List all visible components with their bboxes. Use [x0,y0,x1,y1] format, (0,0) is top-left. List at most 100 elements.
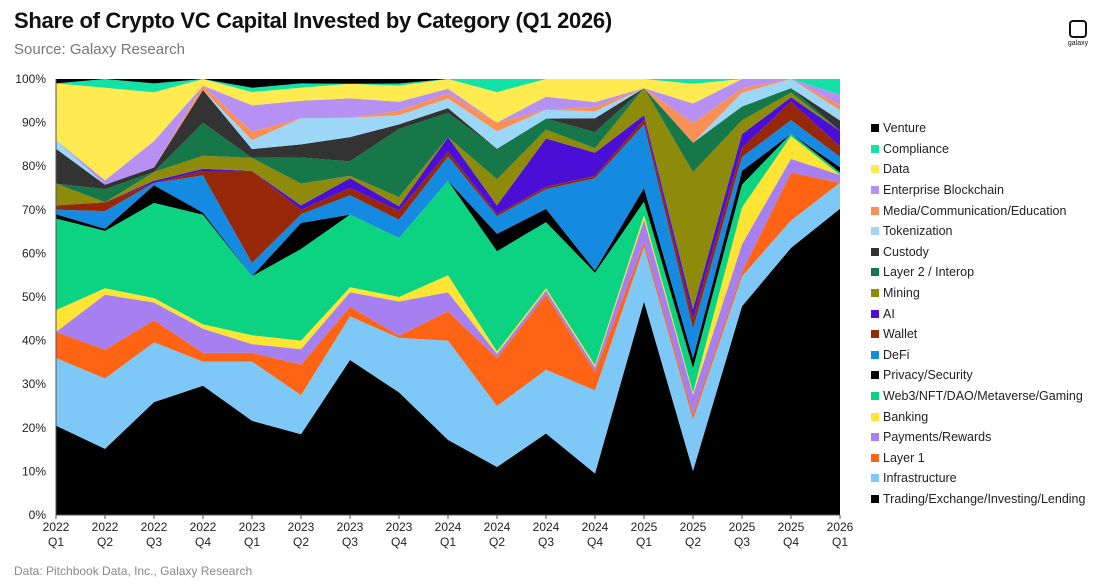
y-tick-label: 80% [22,159,46,173]
area-defi [56,120,840,359]
legend-item: Venture [871,118,1096,139]
legend-item: Mining [871,283,1096,304]
x-tick-label: Q1 [440,535,456,549]
legend-swatch [871,371,879,380]
legend-swatch [871,186,879,195]
galaxy-logo-icon [1069,20,1087,38]
area-infrastructure [56,182,840,474]
x-tick-label: 2024 [435,520,462,534]
legend-label: Media/Communication/Education [883,203,1067,218]
legend-label: DeFi [883,347,910,362]
legend-item: Compliance [871,139,1096,160]
x-tick-label: 2023 [337,520,364,534]
legend-label: Data [883,162,910,177]
legend-item: Banking [871,406,1096,427]
area-data [56,79,840,181]
x-tick-label: 2022 [92,520,119,534]
y-tick-label: 100% [15,72,46,86]
y-tick-label: 10% [22,464,46,478]
legend-swatch [871,206,879,215]
area-custody [56,88,840,190]
legend-label: Tokenization [883,224,953,239]
area-enterprise-blockchain [56,79,840,185]
y-tick-label: 90% [22,116,46,130]
legend-swatch [871,247,879,256]
legend-item: Wallet [871,324,1096,345]
area-web3-nft-dao-metaverse-gaming [56,133,840,393]
x-tick-label: 2025 [778,520,805,534]
legend-item: Data [871,159,1096,180]
legend-item: AI [871,303,1096,324]
legend-item: Privacy/Security [871,365,1096,386]
legend-swatch [871,227,879,236]
y-tick-label: 50% [22,290,46,304]
legend-swatch [871,165,879,174]
legend-item: Layer 1 [871,448,1096,469]
legend-label: AI [883,306,895,321]
legend-label: Banking [883,409,929,424]
legend-swatch [871,412,879,421]
x-tick-label: Q2 [685,535,701,549]
chart-legend: Venture Compliance Data Enterprise Blockcha… [871,118,1096,509]
x-tick-label: Q4 [587,535,603,549]
x-tick-label: Q1 [636,535,652,549]
area-mining [56,88,840,310]
stacked-area-chart: 0%10%20%30%40%50%60%70%80%90%100%2022Q12… [15,72,853,549]
data-footnote: Data: Pitchbook Data, Inc., Galaxy Resea… [14,564,253,578]
x-tick-label: Q1 [832,535,848,549]
y-tick-label: 30% [22,377,46,391]
legend-label: Privacy/Security [883,368,973,383]
legend-swatch [871,350,879,359]
legend-swatch [871,289,879,298]
legend-label: Layer 1 [883,450,925,465]
y-tick-label: 70% [22,203,46,217]
x-tick-label: 2022 [190,520,217,534]
x-tick-label: 2023 [386,520,413,534]
legend-swatch [871,474,879,483]
legend-item: Payments/Rewards [871,427,1096,448]
area-compliance [56,79,840,95]
y-tick-label: 60% [22,246,46,260]
legend-item: Media/Communication/Education [871,200,1096,221]
legend-item: DeFi [871,345,1096,366]
legend-label: Enterprise Blockchain [883,183,1004,198]
chart-title: Share of Crypto VC Capital Invested by C… [14,8,612,33]
x-tick-label: 2022 [43,520,70,534]
x-tick-label: Q2 [293,535,309,549]
galaxy-logo: galaxy [1066,20,1090,47]
legend-swatch [871,309,879,318]
legend-swatch [871,124,879,133]
x-tick-label: 2025 [729,520,756,534]
y-tick-label: 0% [29,508,47,522]
x-tick-label: Q1 [48,535,64,549]
chart-subtitle: Source: Galaxy Research [14,41,185,58]
legend-item: Web3/NFT/DAO/Metaverse/Gaming [871,386,1096,407]
legend-swatch [871,392,879,401]
area-layer-2-interop [56,88,840,203]
legend-label: Compliance [883,141,950,156]
galaxy-logo-text: galaxy [1067,40,1089,47]
legend-label: Venture [883,121,927,136]
area-venture [56,79,840,88]
legend-label: Trading/Exchange/Investing/Lending [883,491,1086,506]
y-tick-label: 40% [22,334,46,348]
x-tick-label: Q3 [538,535,554,549]
area-privacy-security [56,133,840,368]
legend-label: Web3/NFT/DAO/Metaverse/Gaming [883,389,1083,404]
legend-label: Mining [883,286,920,301]
legend-item: Enterprise Blockchain [871,180,1096,201]
legend-swatch [871,144,879,153]
legend-label: Custody [883,244,929,259]
legend-item: Infrastructure [871,468,1096,489]
x-tick-label: 2023 [288,520,315,534]
x-tick-label: 2025 [680,520,707,534]
x-tick-label: Q1 [244,535,260,549]
legend-item: Layer 2 / Interop [871,262,1096,283]
x-tick-label: Q4 [391,535,407,549]
x-tick-label: 2024 [484,520,511,534]
x-tick-label: Q3 [342,535,358,549]
area-ai [56,97,840,319]
legend-swatch [871,494,879,503]
area-tokenization [56,79,840,185]
legend-item: Tokenization [871,221,1096,242]
